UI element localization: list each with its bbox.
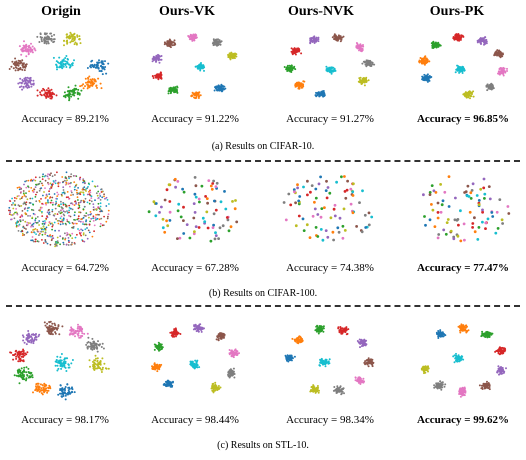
accuracy-label: Accuracy = 89.21% <box>21 113 109 125</box>
accuracy-label: Accuracy = 91.22% <box>151 113 239 125</box>
accuracy-label: Accuracy = 98.44% <box>151 414 239 426</box>
accuracy-label-best: Accuracy = 77.47% <box>416 262 510 274</box>
accuracy-label: Accuracy = 74.38% <box>286 262 374 274</box>
dashed-divider <box>6 305 520 307</box>
row-cifar100: Accuracy = 64.72% Accuracy = 67.28% Accu… <box>0 168 526 299</box>
accuracy-label-best: Accuracy = 96.85% <box>416 113 510 125</box>
tsne-plot <box>9 320 110 401</box>
accuracy-label: Accuracy = 98.17% <box>21 414 109 426</box>
tsne-plot <box>147 176 239 243</box>
row-cifar10: Accuracy = 89.21% Accuracy = 91.22% Accu… <box>0 26 526 156</box>
column-header-ours-vk: Ours-VK <box>159 4 215 19</box>
accuracy-label: Accuracy = 64.72% <box>21 262 109 274</box>
tsne-plot <box>284 324 375 396</box>
tsne-plot <box>283 33 376 98</box>
tsne-plot <box>8 31 110 102</box>
caption-stl10: (c) Results on STL-10. <box>217 440 309 451</box>
column-header-origin: Origin <box>41 4 81 19</box>
column-header-ours-pk: Ours-PK <box>429 4 485 19</box>
tsne-plot <box>8 171 110 248</box>
tsne-plot <box>418 33 508 100</box>
caption-cifar10: (a) Results on CIFAR-10. <box>211 141 315 152</box>
column-header-ours-nvk: Ours-NVK <box>287 4 355 19</box>
tsne-plot <box>422 175 511 243</box>
dashed-divider <box>6 160 520 162</box>
column-headers: Origin Ours-VK Ours-NVK Ours-PK <box>0 4 526 24</box>
accuracy-label: Accuracy = 67.28% <box>151 262 239 274</box>
tsne-plot <box>282 175 374 242</box>
accuracy-label: Accuracy = 91.27% <box>286 113 374 125</box>
tsne-plot <box>151 33 238 100</box>
tsne-plot <box>151 323 240 394</box>
accuracy-label-best: Accuracy = 99.62% <box>416 414 510 426</box>
tsne-plot <box>420 323 507 398</box>
accuracy-label: Accuracy = 98.34% <box>286 414 374 426</box>
row-stl10: Accuracy = 98.17% Accuracy = 98.44% Accu… <box>0 316 526 456</box>
caption-cifar100: (b) Results on CIFAR-100. <box>208 288 318 299</box>
